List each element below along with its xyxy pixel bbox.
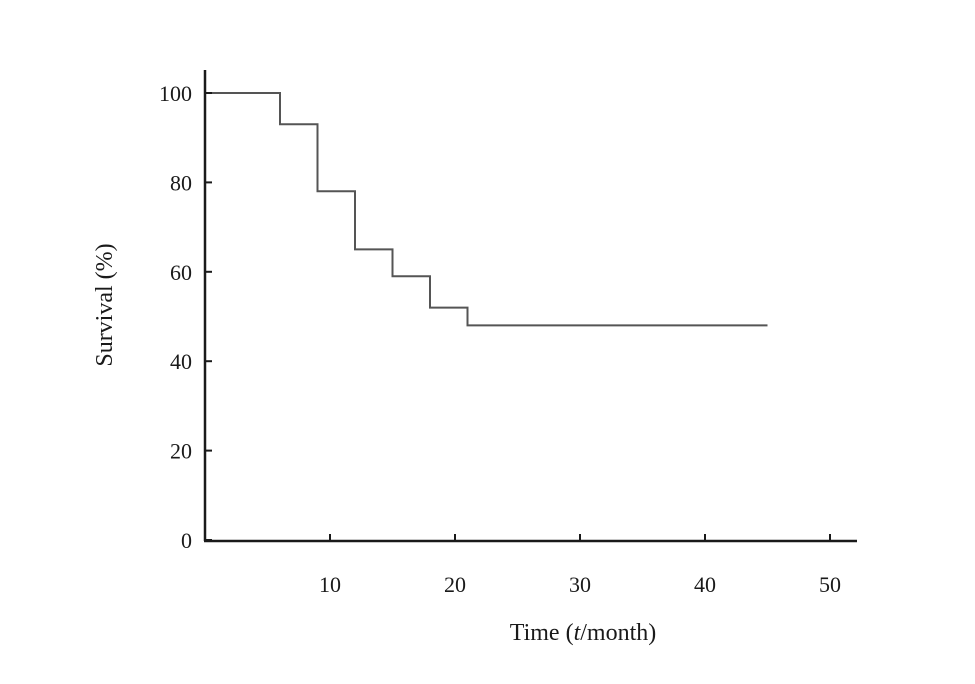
x-tick-label: 20	[444, 572, 466, 597]
x-tick-label: 10	[319, 572, 341, 597]
y-axis-ticks: 0 20 40 60 80 100	[159, 81, 212, 553]
x-tick-label: 50	[819, 572, 841, 597]
y-tick-label: 40	[170, 349, 192, 374]
x-axis-label: Time (t/month)	[510, 620, 656, 646]
x-axis-ticks: 10 20 30 40 50	[319, 534, 841, 597]
x-tick-label: 30	[569, 572, 591, 597]
x-axis-label-variable: t	[574, 620, 582, 646]
plot-area	[205, 92, 768, 327]
y-tick-label: 20	[170, 439, 192, 464]
x-axis-label-suffix: /month)	[580, 620, 656, 646]
y-tick-label: 80	[170, 170, 192, 195]
x-tick-label: 40	[694, 572, 716, 597]
y-tick-label: 60	[170, 260, 192, 285]
survival-step-line	[205, 92, 768, 327]
y-tick-label: 100	[159, 81, 192, 106]
y-tick-label: 0	[181, 528, 192, 553]
y-axis-label: Survival (%)	[92, 243, 118, 366]
x-axis-label-prefix: Time (	[510, 620, 574, 646]
